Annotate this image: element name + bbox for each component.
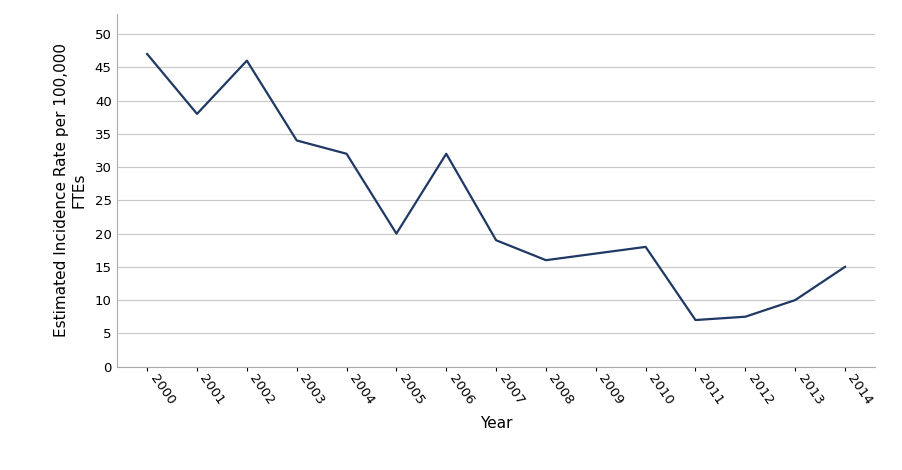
X-axis label: Year: Year	[480, 415, 512, 431]
Y-axis label: Estimated Incidence Rate per 100,000
FTEs: Estimated Incidence Rate per 100,000 FTE…	[54, 43, 87, 337]
